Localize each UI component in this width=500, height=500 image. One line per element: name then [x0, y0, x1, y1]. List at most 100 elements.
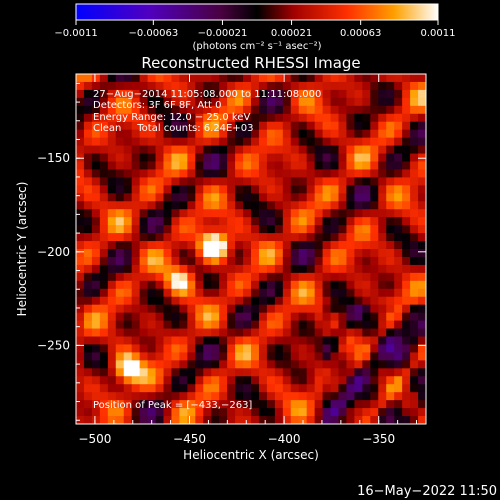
heatmap-cell	[394, 74, 403, 83]
heatmap-cell	[171, 113, 180, 123]
heatmap-cell	[330, 209, 340, 218]
heatmap-cell	[362, 201, 371, 210]
heatmap-cell	[362, 416, 371, 424]
heatmap-cell	[314, 129, 324, 139]
heatmap-cell	[410, 264, 419, 274]
heatmap-cell	[322, 304, 332, 314]
heatmap-cell	[394, 177, 403, 186]
heatmap-cell	[354, 169, 363, 178]
heatmap-cell	[91, 97, 101, 107]
heatmap-cell	[155, 81, 165, 91]
heatmap-cell	[314, 241, 324, 250]
heatmap-cell	[235, 304, 244, 314]
heatmap-cell	[282, 296, 292, 306]
heatmap-cell	[386, 97, 395, 107]
heatmap-cell	[76, 81, 85, 91]
annotation-detectors: Detectors: 3F 6F 8F, Att 0	[93, 100, 221, 111]
heatmap-cell	[139, 97, 149, 107]
heatmap-cell	[83, 241, 93, 250]
heatmap-cell	[219, 360, 228, 369]
heatmap-cell	[123, 113, 133, 123]
heatmap-cell	[91, 161, 101, 171]
heatmap-cell	[298, 384, 308, 393]
heatmap-cell	[99, 193, 109, 202]
heatmap-cell	[203, 145, 212, 155]
heatmap-cell	[314, 145, 324, 155]
heatmap-cell	[179, 368, 188, 377]
heatmap-cell	[258, 74, 268, 83]
heatmap-cell	[394, 328, 403, 338]
heatmap-cell	[282, 193, 292, 202]
heatmap-cell	[298, 256, 308, 266]
heatmap-cell	[91, 272, 101, 282]
heatmap-cell	[258, 201, 268, 210]
heatmap-cell	[282, 209, 292, 218]
heatmap-cell	[235, 408, 244, 417]
heatmap-cell	[290, 304, 300, 314]
heatmap-cell	[386, 129, 395, 139]
heatmap-cell	[195, 416, 204, 424]
heatmap-cell	[402, 376, 411, 385]
heatmap-cell	[235, 264, 244, 274]
heatmap-cell	[171, 368, 180, 377]
heatmap-cell	[306, 81, 316, 91]
heatmap-cell	[187, 352, 196, 361]
heatmap-cell	[282, 272, 292, 282]
heatmap-cell	[179, 312, 188, 322]
heatmap-cell	[131, 320, 141, 330]
heatmap-cell	[322, 280, 332, 290]
heatmap-cell	[227, 344, 236, 353]
heatmap-cell	[338, 336, 348, 346]
heatmap-cell	[115, 304, 125, 314]
heatmap-cell	[219, 320, 228, 330]
heatmap-cell	[370, 145, 379, 155]
heatmap-cell	[179, 296, 188, 306]
heatmap-cell	[386, 288, 395, 298]
heatmap-cell	[99, 209, 109, 218]
heatmap-cell	[235, 233, 244, 242]
heatmap-cell	[338, 376, 348, 385]
heatmap-cell	[171, 241, 180, 250]
heatmap-cell	[243, 81, 252, 91]
heatmap-cell	[203, 233, 212, 242]
heatmap-cell	[139, 105, 149, 115]
heatmap-cell	[139, 296, 149, 306]
heatmap-cell	[322, 201, 332, 210]
heatmap-cell	[251, 249, 260, 258]
heatmap-cell	[163, 256, 173, 266]
heatmap-cell	[330, 113, 340, 123]
heatmap-cell	[91, 105, 101, 115]
heatmap-cell	[107, 129, 117, 139]
heatmap-cell	[266, 201, 276, 210]
heatmap-cell	[394, 129, 403, 139]
heatmap-cell	[107, 74, 117, 83]
heatmap-cell	[76, 185, 85, 194]
heatmap-cell	[306, 137, 316, 147]
heatmap-cell	[274, 272, 284, 282]
heatmap-cell	[251, 264, 260, 274]
heatmap-cell	[354, 185, 363, 194]
heatmap-cell	[171, 121, 180, 131]
heatmap-cell	[123, 416, 133, 424]
heatmap-cell	[139, 177, 149, 186]
heatmap-cell	[394, 288, 403, 298]
heatmap-cell	[322, 233, 332, 242]
heatmap-cell	[290, 328, 300, 338]
heatmap-cell	[139, 193, 149, 202]
heatmap-cell	[330, 304, 340, 314]
heatmap-cell	[171, 272, 180, 282]
heatmap-cell	[76, 408, 85, 417]
heatmap-cell	[282, 408, 292, 417]
heatmap-cell	[83, 209, 93, 218]
heatmap-cell	[362, 129, 371, 139]
heatmap-cell	[314, 121, 324, 131]
heatmap-cell	[338, 352, 348, 361]
heatmap-cell	[322, 249, 332, 258]
heatmap-cell	[147, 336, 157, 346]
heatmap-cell	[227, 121, 236, 131]
heatmap-cell	[418, 105, 426, 115]
heatmap-cell	[203, 296, 212, 306]
heatmap-cell	[179, 241, 188, 250]
heatmap-cell	[131, 161, 141, 171]
heatmap-cell	[282, 145, 292, 155]
